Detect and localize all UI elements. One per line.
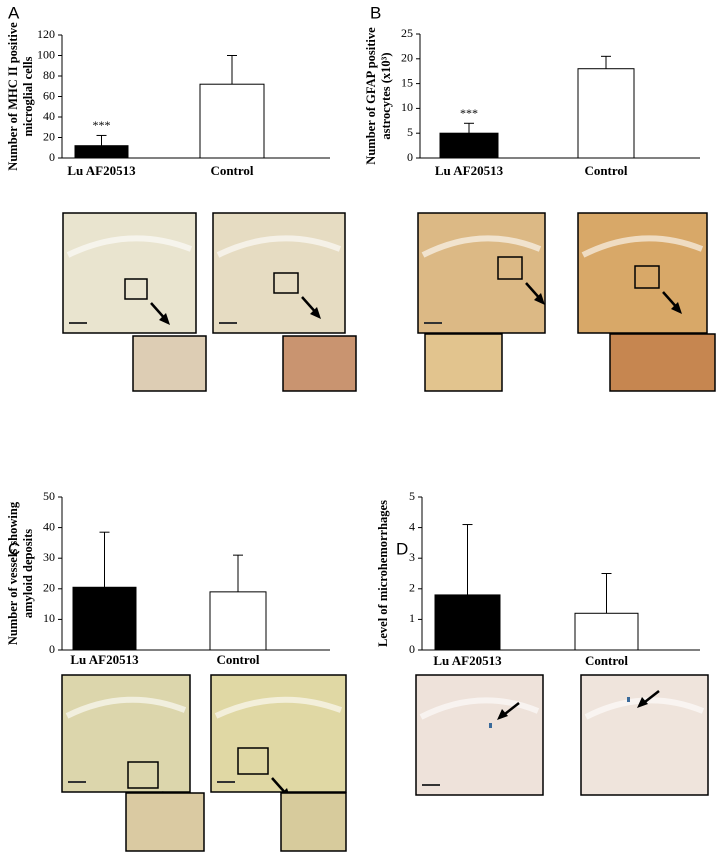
tissue-band bbox=[421, 235, 542, 258]
y-tick-label: 40 bbox=[43, 519, 55, 533]
y-tick-label: 3 bbox=[409, 550, 415, 564]
y-axis-label: microglial cells bbox=[21, 56, 35, 136]
zoom-box bbox=[273, 272, 299, 294]
tissue-band bbox=[66, 235, 193, 258]
tissue-band bbox=[581, 235, 704, 258]
micrograph-inset bbox=[609, 333, 716, 392]
y-axis-label: astrocytes (x10³) bbox=[379, 52, 393, 139]
chart-panel: D Level of microhemorrhages 0 1 2 3 4 5 Lu AF205… bbox=[376, 489, 709, 796]
y-tick-label: 0 bbox=[49, 642, 55, 656]
tissue-band bbox=[214, 696, 343, 719]
arrow-head bbox=[497, 709, 508, 720]
bar bbox=[74, 145, 129, 159]
micrograph bbox=[210, 674, 347, 793]
y-tick-label: 20 bbox=[43, 129, 55, 143]
arrow-head bbox=[310, 307, 321, 319]
y-tick-label: 20 bbox=[401, 51, 413, 65]
x-tick-label: Control bbox=[585, 653, 628, 668]
panel-label: B bbox=[370, 3, 381, 22]
y-axis-label: amyloid deposits bbox=[21, 529, 35, 618]
y-tick-label: 2 bbox=[409, 581, 415, 595]
y-tick-label: 120 bbox=[37, 27, 55, 41]
tissue-band bbox=[419, 697, 540, 720]
y-axis-label: Level of microhemorrhages bbox=[376, 500, 390, 647]
significance-label: *** bbox=[460, 106, 478, 120]
arrow-head bbox=[534, 293, 545, 305]
panel-label: A bbox=[8, 3, 20, 22]
y-tick-label: 0 bbox=[409, 642, 415, 656]
zoom-box bbox=[237, 747, 269, 775]
micrograph bbox=[580, 674, 709, 796]
y-tick-label: 100 bbox=[37, 47, 55, 61]
y-tick-label: 20 bbox=[43, 581, 55, 595]
x-tick-label: Control bbox=[584, 163, 627, 178]
y-tick-label: 50 bbox=[43, 489, 55, 503]
zoom-box bbox=[634, 265, 660, 289]
micrograph-inset bbox=[125, 792, 205, 852]
micrograph bbox=[577, 212, 708, 334]
arrow-head bbox=[671, 302, 682, 314]
y-tick-label: 0 bbox=[407, 150, 413, 164]
y-tick-label: 5 bbox=[409, 489, 415, 503]
y-tick-label: 10 bbox=[43, 611, 55, 625]
bar bbox=[199, 83, 265, 159]
micrograph bbox=[415, 674, 544, 796]
deposit bbox=[489, 723, 492, 728]
tissue-band bbox=[216, 235, 342, 258]
micrograph bbox=[417, 212, 546, 334]
zoom-box bbox=[497, 256, 523, 280]
y-axis-label: Number of GFAP positive bbox=[364, 27, 378, 165]
y-tick-label: 40 bbox=[43, 109, 55, 123]
x-tick-label: Lu AF20513 bbox=[67, 163, 136, 178]
y-tick-label: 4 bbox=[409, 519, 415, 533]
y-tick-label: 1 bbox=[409, 611, 415, 625]
panel-label: C bbox=[8, 539, 20, 558]
x-tick-label: Lu AF20513 bbox=[435, 163, 504, 178]
panel-label: D bbox=[396, 539, 408, 558]
y-axis-label: Number of vessels showing bbox=[6, 501, 20, 645]
y-tick-label: 60 bbox=[43, 88, 55, 102]
bar bbox=[434, 594, 501, 651]
zoom-box bbox=[124, 278, 148, 300]
bar bbox=[577, 68, 635, 159]
micrograph-inset bbox=[424, 333, 503, 392]
x-tick-label: Lu AF20513 bbox=[70, 652, 139, 667]
bar bbox=[439, 132, 499, 159]
arrow-head bbox=[159, 313, 170, 325]
y-tick-label: 10 bbox=[401, 100, 413, 114]
micrograph-inset bbox=[280, 792, 347, 852]
bar bbox=[209, 591, 267, 651]
micrograph bbox=[62, 212, 197, 334]
chart-panel: B Number of GFAP positive astrocytes (x10³… bbox=[364, 3, 716, 392]
micrograph-inset bbox=[282, 335, 357, 392]
y-tick-label: 30 bbox=[43, 550, 55, 564]
bar bbox=[72, 586, 137, 651]
x-tick-label: Lu AF20513 bbox=[433, 653, 502, 668]
tissue-band bbox=[65, 696, 187, 719]
x-tick-label: Control bbox=[216, 652, 259, 667]
micrograph-inset bbox=[132, 335, 207, 392]
y-tick-label: 15 bbox=[401, 75, 413, 89]
y-tick-label: 25 bbox=[401, 26, 413, 40]
bar bbox=[574, 612, 639, 651]
arrow-head bbox=[637, 697, 648, 708]
deposit bbox=[627, 697, 630, 702]
y-tick-label: 80 bbox=[43, 68, 55, 82]
x-tick-label: Control bbox=[210, 163, 253, 178]
y-axis-label: Number of MHC II positive bbox=[6, 22, 20, 171]
zoom-box bbox=[127, 761, 159, 789]
y-tick-label: 5 bbox=[407, 125, 413, 139]
y-tick-label: 0 bbox=[49, 150, 55, 164]
significance-label: *** bbox=[93, 118, 111, 132]
micrograph bbox=[61, 674, 191, 793]
